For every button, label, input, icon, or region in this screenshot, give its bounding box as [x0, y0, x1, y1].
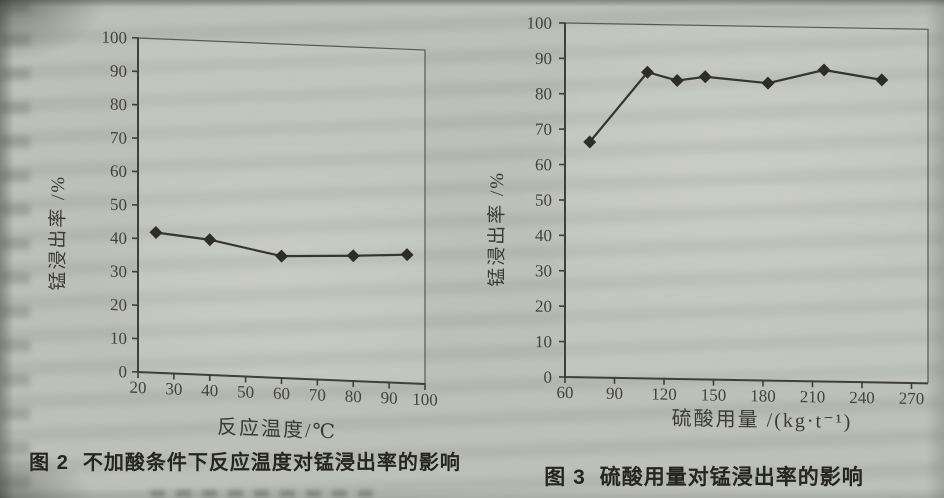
y-axis-label: 锰浸出率 /%	[486, 171, 508, 287]
y-tick-label: 30	[535, 261, 552, 280]
y-tick-label: 10	[535, 332, 552, 351]
y-tick-label: 30	[110, 262, 127, 282]
figure3-caption-text: 硫酸用量对锰浸出率的影响	[599, 466, 864, 489]
x-tick-label: 240	[849, 388, 874, 407]
y-tick-label: 70	[535, 120, 552, 139]
x-tick-label: 80	[345, 387, 362, 407]
data-point-marker	[670, 74, 684, 88]
x-tick-label: 60	[273, 384, 290, 404]
x-tick-label: 150	[701, 385, 726, 404]
x-tick-label: 210	[800, 387, 825, 406]
y-tick-label: 100	[527, 13, 552, 32]
data-point-marker	[875, 73, 889, 87]
y-tick-label: 40	[110, 228, 127, 248]
x-axis-label: 反应温度/℃	[217, 415, 337, 443]
y-tick-label: 50	[110, 195, 127, 215]
data-point-marker	[698, 70, 712, 84]
x-tick-label: 90	[606, 384, 623, 403]
plot-frame	[138, 37, 426, 385]
plot-frame	[565, 22, 929, 384]
y-tick-label: 20	[535, 297, 552, 316]
y-tick-label: 80	[110, 95, 127, 115]
x-tick-label: 180	[750, 386, 775, 405]
data-point-marker	[583, 135, 597, 149]
data-point-marker	[275, 249, 288, 263]
x-tick-label: 60	[557, 383, 574, 402]
plot-area	[138, 38, 425, 385]
data-point-marker	[346, 249, 360, 263]
figure2-caption: 图 2 不加酸条件下反应温度对锰浸出率的影响	[18, 446, 472, 475]
data-point-marker	[203, 233, 217, 247]
x-tick-label: 20	[130, 378, 147, 398]
x-tick-label: 40	[201, 381, 218, 401]
y-tick-label: 100	[102, 27, 127, 47]
figure2-caption-number: 图 2	[29, 452, 69, 474]
x-tick-label: 70	[309, 385, 326, 405]
y-tick-label: 80	[535, 84, 552, 103]
data-point-marker	[400, 248, 414, 262]
x-tick-label: 30	[165, 379, 182, 399]
y-tick-label: 40	[535, 226, 552, 245]
figure3-line-chart: 0 10 20 30 40 50 60 70 80 90 100 60 90 120 150 180 210 24…	[486, 13, 929, 433]
y-tick-label: 90	[110, 61, 127, 81]
y-tick-label: 60	[535, 155, 552, 174]
x-tick-label: 120	[651, 385, 676, 404]
y-tick-label: 0	[119, 362, 127, 381]
x-axis-label: 硫酸用量 /(kg·t⁻¹)	[672, 407, 853, 433]
y-tick-label: 0	[544, 368, 552, 387]
x-tick-label: 50	[237, 382, 254, 402]
figure2-line-chart: 0 10 20 30 40 50 60 70 80 90 100 20 30 40 50 60 70 80 90 10…	[47, 27, 438, 443]
figure2-caption-text: 不加酸条件下反应温度对锰浸出率的影响	[82, 452, 461, 474]
y-tick-label: 70	[110, 128, 127, 148]
chart-group: 0 10 20 30 40 50 60 70 80 90 100 20 30 40 50 60 70 80 90 10…	[47, 27, 438, 443]
data-point-marker	[641, 65, 654, 79]
data-point-marker	[817, 63, 831, 77]
figure3-caption-number: 图 3	[544, 466, 586, 489]
y-tick-label: 60	[110, 161, 127, 181]
x-tick-label: 100	[412, 390, 437, 410]
y-axis-label: 锰浸出率 /%	[47, 174, 69, 291]
data-point-marker	[761, 76, 775, 90]
y-tick-label: 20	[110, 295, 127, 315]
chart-group: 0 10 20 30 40 50 60 70 80 90 100 60 90 120 150 180 210 24…	[486, 13, 929, 433]
x-tick-label: 90	[381, 388, 398, 408]
figure3-caption: 图 3 硫酸用量对锰浸出率的影响	[488, 461, 920, 491]
y-tick-label: 90	[535, 49, 552, 68]
y-tick-label: 10	[110, 328, 127, 348]
plot-area	[565, 23, 928, 384]
data-point-marker	[149, 225, 163, 239]
faint-bleedthrough-text-artifact	[150, 490, 380, 497]
y-tick-label: 50	[535, 190, 552, 209]
x-tick-label: 270	[899, 389, 924, 408]
